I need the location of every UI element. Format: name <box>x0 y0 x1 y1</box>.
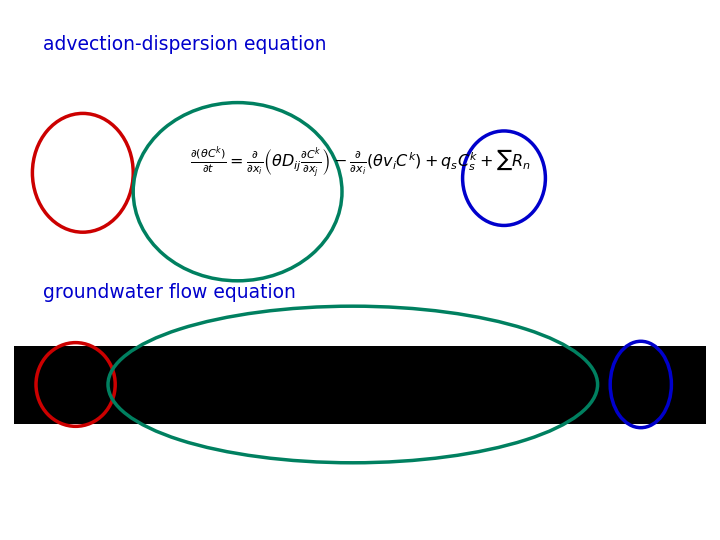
Text: advection-dispersion equation: advection-dispersion equation <box>43 35 327 54</box>
Text: $\frac{\partial(\theta C^k)}{\partial t} = \frac{\partial}{\partial x_i}\left(\t: $\frac{\partial(\theta C^k)}{\partial t}… <box>189 144 531 180</box>
Text: groundwater flow equation: groundwater flow equation <box>43 284 296 302</box>
Bar <box>14 346 706 424</box>
